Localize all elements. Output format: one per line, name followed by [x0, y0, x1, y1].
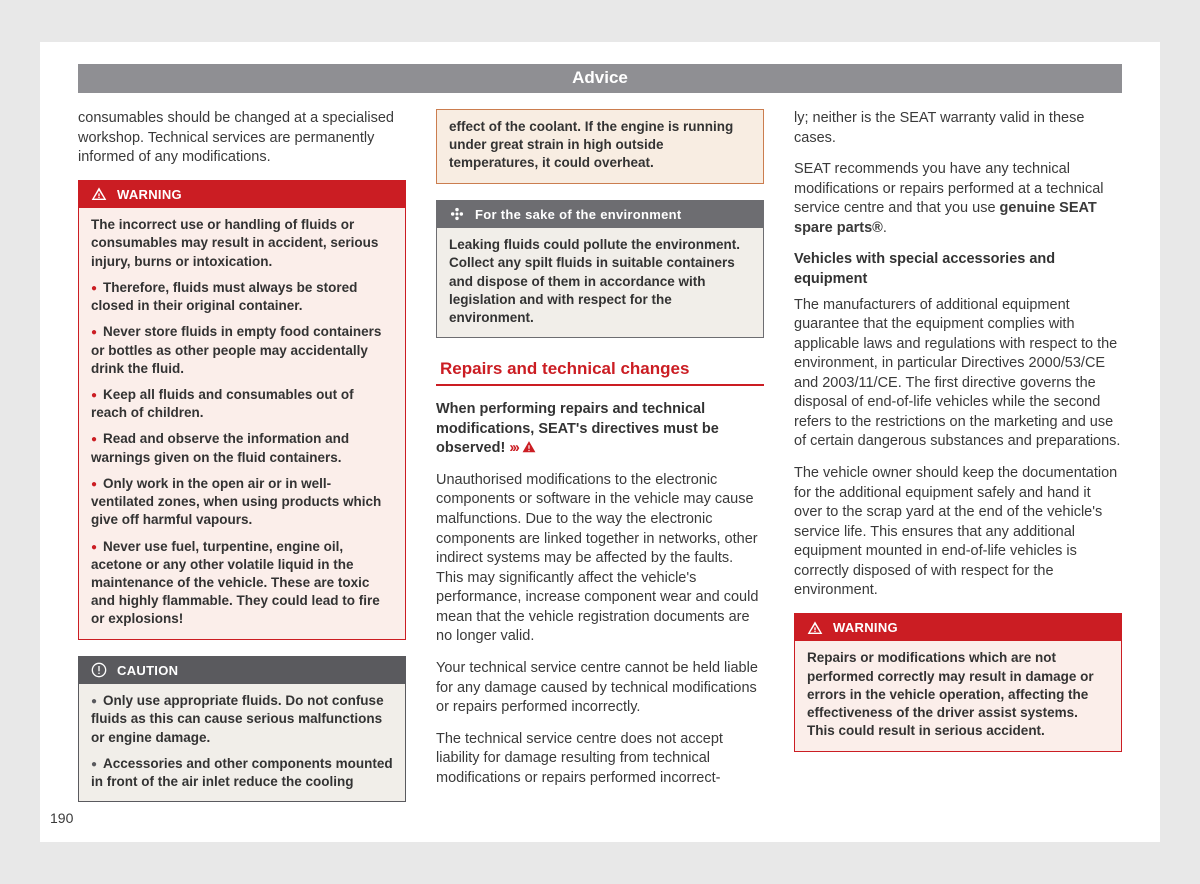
environment-box: For the sake of the environment Leaking …: [436, 200, 764, 339]
lead-text: When performing repairs and technical mo…: [436, 401, 719, 456]
caution-header: CAUTION: [79, 657, 405, 685]
body-text: The technical service centre does not ac…: [436, 730, 764, 789]
subheading: Vehicles with special accessories and eq…: [794, 250, 1122, 289]
warning-header: WARNING: [79, 181, 405, 209]
caution-label: CAUTION: [117, 662, 178, 680]
warning-inline-icon: [522, 440, 536, 454]
page-number: 190: [50, 810, 73, 826]
warning-label: WARNING: [833, 619, 898, 637]
list-item: Never store fluids in empty food contain…: [91, 323, 393, 378]
environment-header: For the sake of the environment: [437, 201, 763, 229]
column-1: consumables should be changed at a speci…: [78, 109, 406, 802]
caution-icon: [91, 662, 107, 678]
warning-label: WARNING: [117, 186, 182, 204]
warning-body: Repairs or modifications which are not p…: [795, 641, 1121, 750]
intro-text: consumables should be changed at a speci…: [78, 109, 406, 168]
warning-header: WARNING: [795, 614, 1121, 642]
text: .: [883, 220, 887, 236]
section-title: Repairs and technical changes: [436, 358, 764, 386]
environment-label: For the sake of the environment: [475, 206, 682, 224]
section-lead: When performing repairs and technical mo…: [436, 400, 764, 459]
body-text: ly; neither is the SEAT warranty valid i…: [794, 109, 1122, 148]
warning-box: WARNING Repairs or modifications which a…: [794, 613, 1122, 752]
list-item: Keep all fluids and consumables out of r…: [91, 386, 393, 422]
list-item: Never use fuel, turpentine, engine oil, …: [91, 538, 393, 629]
overflow-box: effect of the coolant. If the engine is …: [436, 109, 764, 184]
overflow-body: effect of the coolant. If the engine is …: [437, 110, 763, 183]
environment-body: Leaking fluids could pollute the environ…: [437, 228, 763, 337]
caution-box: CAUTION Only use appropriate fluids. Do …: [78, 656, 406, 803]
column-2: effect of the coolant. If the engine is …: [436, 109, 764, 802]
body-text: SEAT recommends you have any technical m…: [794, 160, 1122, 238]
warning-list: Therefore, fluids must always be stored …: [91, 279, 393, 629]
warning-lead: The incorrect use or handling of fluids …: [91, 216, 393, 271]
chevron-icon: ›››: [509, 440, 518, 456]
page-header: Advice: [78, 64, 1122, 93]
list-item: Read and observe the information and war…: [91, 430, 393, 466]
caution-list: Only use appropriate fluids. Do not conf…: [91, 692, 393, 791]
columns: consumables should be changed at a speci…: [78, 109, 1122, 802]
list-item: Only work in the open air or in well-ven…: [91, 475, 393, 530]
list-item: Only use appropriate fluids. Do not conf…: [91, 692, 393, 747]
warning-icon: [807, 620, 823, 636]
body-text: Unauthorised modifications to the electr…: [436, 471, 764, 647]
warning-box: WARNING The incorrect use or handling of…: [78, 180, 406, 640]
list-item: Therefore, fluids must always be stored …: [91, 279, 393, 315]
body-text: The manufacturers of additional equipmen…: [794, 296, 1122, 453]
body-text: Your technical service centre cannot be …: [436, 659, 764, 718]
body-text: The vehicle owner should keep the docume…: [794, 464, 1122, 601]
warning-icon: [91, 186, 107, 202]
list-item: Accessories and other components mounted…: [91, 755, 393, 791]
caution-body: Only use appropriate fluids. Do not conf…: [79, 684, 405, 801]
page: Advice consumables should be changed at …: [40, 42, 1160, 842]
flower-icon: [449, 206, 465, 222]
warning-body: The incorrect use or handling of fluids …: [79, 208, 405, 638]
column-3: ly; neither is the SEAT warranty valid i…: [794, 109, 1122, 802]
